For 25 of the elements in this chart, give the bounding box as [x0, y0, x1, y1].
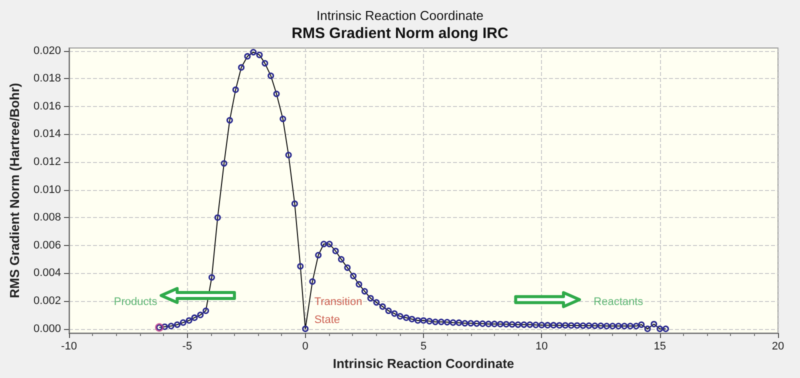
y-tick-label: 0.000 [33, 322, 61, 335]
y-tick-label: 0.020 [33, 44, 61, 57]
y-tick-label: 0.008 [33, 212, 61, 224]
x-tick-label: 5 [420, 340, 427, 352]
x-tick-label: 15 [654, 340, 666, 352]
annotation: Products [114, 296, 158, 308]
y-axis-title: RMS Gradient Norm (Hartree/Bohr) [7, 82, 22, 298]
y-tick-label: 0.014 [33, 128, 61, 140]
y-tick-label: 0.016 [33, 100, 61, 112]
y-tick-label: 0.018 [33, 72, 61, 85]
x-tick-label: 10 [536, 340, 548, 352]
y-tick-label: 0.006 [33, 239, 61, 252]
annotation: Transition State [314, 296, 362, 326]
y-tick-label: 0.010 [33, 184, 61, 196]
x-tick-label: 0 [302, 340, 308, 352]
y-tick-label: 0.012 [33, 156, 61, 168]
x-tick-label: -10 [61, 340, 77, 352]
chart-title: RMS Gradient Norm along IRC [292, 25, 509, 42]
y-tick-label: 0.002 [33, 295, 61, 308]
annotation: Reactants [594, 296, 644, 308]
chart-subtitle: Intrinsic Reaction Coordinate [316, 8, 484, 23]
x-axis-title: Intrinsic Reaction Coordinate [332, 356, 514, 371]
y-tick-label: 0.004 [33, 267, 61, 280]
x-tick-label: 20 [772, 340, 784, 352]
x-tick-label: -5 [182, 340, 192, 352]
